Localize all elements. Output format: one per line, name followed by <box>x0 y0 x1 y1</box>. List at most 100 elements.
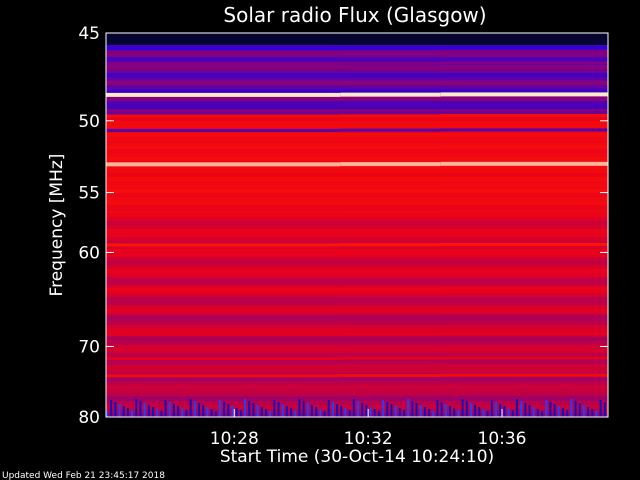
noise-bar <box>327 400 330 417</box>
noise-bar <box>181 408 184 417</box>
noise-bar <box>352 399 355 417</box>
noise-bar <box>474 405 477 417</box>
noise-bar <box>574 401 577 417</box>
noise-bar <box>449 406 452 417</box>
heatmap-row <box>106 181 608 186</box>
noise-bar <box>336 404 339 417</box>
y-axis: 45 50 55 60 70 80 <box>78 24 608 428</box>
heatmap-row <box>106 297 608 302</box>
emission-band <box>440 61 608 65</box>
emission-band <box>340 184 441 188</box>
noise-bar <box>172 404 175 417</box>
heatmap-row <box>106 49 608 54</box>
noise-bar <box>273 400 276 417</box>
noise-bar <box>570 399 573 417</box>
noise-bar <box>185 410 188 417</box>
heatmap-row <box>106 381 608 386</box>
emission-band <box>106 47 341 51</box>
noise-bar <box>126 408 129 417</box>
noise-bar <box>403 410 406 417</box>
emission-band <box>340 374 441 378</box>
noise-bar <box>189 399 192 417</box>
noise-bar <box>373 409 376 417</box>
heatmap-row <box>106 145 608 150</box>
heatmap-row <box>106 125 608 130</box>
y-tick-label: 50 <box>78 112 100 132</box>
noise-bar <box>595 411 598 417</box>
noise-bar <box>269 411 272 417</box>
noise-bar <box>122 406 125 417</box>
emission-band <box>340 46 441 50</box>
noise-bar <box>486 411 489 417</box>
heatmap-row <box>106 277 608 282</box>
emission-band <box>106 315 341 319</box>
heatmap-row <box>106 65 608 70</box>
noise-bar <box>469 403 472 417</box>
noise-bar <box>344 408 347 417</box>
emission-band <box>440 161 608 166</box>
noise-bar <box>365 405 368 417</box>
noise-bar <box>147 405 150 417</box>
heatmap-row <box>106 81 608 86</box>
noise-bar <box>377 411 380 417</box>
noise-bar <box>520 401 523 417</box>
heatmap-row <box>106 321 608 326</box>
heatmap-row <box>106 77 608 82</box>
noise-bar <box>214 411 217 417</box>
noise-bar <box>106 411 108 417</box>
noise-bar <box>294 410 297 417</box>
heatmap-row <box>106 177 608 182</box>
noise-bar <box>495 402 498 417</box>
y-tick-label: 45 <box>78 24 100 44</box>
heatmap-row <box>106 221 608 226</box>
emission-band <box>340 356 441 360</box>
noise-bar <box>210 409 213 417</box>
noise-bar <box>591 409 594 417</box>
heatmap-row <box>106 217 608 222</box>
heatmap-row <box>106 193 608 198</box>
emission-band <box>440 46 608 50</box>
heatmap-row <box>106 197 608 202</box>
heatmap-row <box>106 349 608 354</box>
x-tick-label: 10:28 <box>210 429 259 449</box>
emission-band <box>106 184 341 188</box>
noise-bar <box>331 402 334 417</box>
emission-band <box>340 61 441 65</box>
x-tick-label: 10:36 <box>478 429 527 449</box>
noise-bar <box>582 405 585 417</box>
noise-bar <box>281 404 284 417</box>
heatmap-row <box>106 317 608 322</box>
heatmap-top-band <box>106 33 608 45</box>
noise-bar <box>532 407 535 417</box>
emission-band <box>106 61 341 65</box>
noise-bar <box>256 405 259 417</box>
noise-bar <box>260 407 263 417</box>
heatmap-row <box>106 121 608 126</box>
noise-bar <box>361 403 364 417</box>
heatmap-row <box>106 265 608 270</box>
heatmap-row <box>106 325 608 330</box>
heatmap-row <box>106 225 608 230</box>
noise-bar <box>390 404 393 417</box>
heatmap-row <box>106 53 608 58</box>
noise-bar <box>110 400 113 417</box>
emission-band <box>106 332 341 336</box>
heatmap-row <box>106 377 608 382</box>
noise-bar <box>557 406 560 417</box>
noise-bar <box>218 400 221 417</box>
noise-bar <box>461 399 464 417</box>
heatmap-row <box>106 253 608 258</box>
noise-bar <box>143 403 146 417</box>
heatmap-row <box>106 301 608 306</box>
heatmap-row <box>106 105 608 110</box>
heatmap-row <box>106 205 608 210</box>
noise-bar <box>177 406 180 417</box>
emission-band <box>440 315 608 319</box>
noise-bar <box>206 407 209 417</box>
heatmap-row <box>106 201 608 206</box>
emission-band <box>340 162 441 167</box>
noise-bar <box>310 405 313 417</box>
emission-band <box>340 287 441 291</box>
emission-band <box>340 210 441 214</box>
y-axis-label: Frequency [MHz] <box>47 154 67 297</box>
